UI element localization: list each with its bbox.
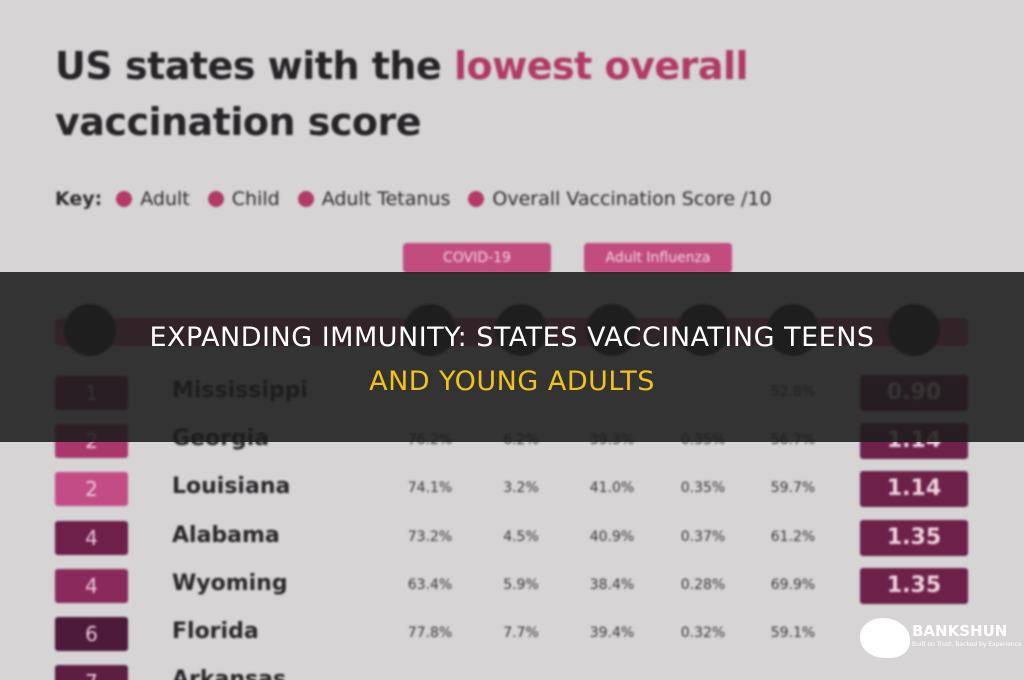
- banner-line: EXPANDING IMMUNITY: STATES VACCINATING T…: [149, 322, 875, 353]
- key-item: Overall Vaccination Score /10: [468, 188, 772, 210]
- key-icon: [297, 191, 314, 207]
- key-icon: [116, 191, 133, 207]
- state-name: Louisiana: [172, 474, 291, 500]
- rank-badge: 6: [55, 617, 128, 651]
- banner: EXPANDING IMMUNITY: STATES VACCINATING T…: [0, 272, 1024, 442]
- logo-tagline: Built on Trust, Backed by Experience: [912, 641, 1022, 648]
- table-cell: 4.5%: [503, 528, 539, 545]
- table-cell: 69.9%: [770, 576, 816, 593]
- key: Key: Adult Child Adult Tetanus Overall Vacci…: [55, 188, 790, 210]
- key-icon: [207, 191, 224, 207]
- table-cell: 41.0%: [589, 480, 635, 497]
- title-text: US states with the: [55, 44, 442, 88]
- table-cell: 59.1%: [770, 625, 816, 641]
- score-badge: 1.14: [860, 471, 968, 508]
- table-cell: 59.7%: [770, 480, 816, 497]
- logo-name: BANKSHUN: [912, 622, 1008, 640]
- key-text: Adult Tetanus: [321, 188, 451, 210]
- score-badge: 1.35: [860, 567, 968, 604]
- key-label: Key:: [55, 188, 103, 210]
- key-item: Adult Tetanus: [297, 188, 451, 210]
- table-cell: 74.1%: [407, 480, 453, 497]
- state-name: Alabama: [172, 522, 280, 548]
- score-badge: 1.35: [860, 519, 968, 556]
- key-icon: [468, 191, 485, 207]
- key-text: Adult: [140, 188, 190, 210]
- table-cell: 5.9%: [503, 576, 539, 593]
- state-name: Florida: [172, 619, 259, 644]
- table-cell: 0.28%: [680, 576, 726, 593]
- table-cell: 40.9%: [589, 528, 635, 545]
- table-cell: 0.32%: [680, 625, 726, 641]
- table-cell: 3.2%: [503, 480, 539, 497]
- key-text: Overall Vaccination Score /10: [492, 188, 772, 210]
- table-cell: 63.4%: [407, 576, 453, 593]
- title-highlight: lowest overall: [453, 44, 749, 88]
- state-name: Wyoming: [172, 570, 288, 596]
- table-cell: 0.35%: [680, 480, 726, 497]
- key-text: Child: [231, 188, 280, 210]
- table-cell: 0.37%: [680, 528, 726, 545]
- logo-icon: [860, 618, 910, 658]
- table-cell: 38.4%: [589, 576, 635, 593]
- key-item: Child: [207, 188, 280, 210]
- table-cell: 7.7%: [503, 625, 539, 641]
- rank-badge: 4: [55, 520, 128, 555]
- table-cell: 61.2%: [770, 528, 816, 545]
- rank-badge: 4: [55, 568, 128, 603]
- column-group: COVID-19: [403, 243, 551, 273]
- title-line: vaccination score: [55, 100, 422, 144]
- table-cell: 39.4%: [589, 625, 635, 641]
- banner-line: AND YOUNG ADULTS: [369, 366, 655, 397]
- table-cell: 77.8%: [407, 625, 453, 641]
- column-group: Adult Influenza: [584, 243, 732, 273]
- rank-badge: 2: [55, 472, 128, 507]
- title-line: US states with the lowest overall: [55, 44, 749, 88]
- state-name: Arkansas: [172, 667, 287, 680]
- key-item: Adult: [116, 188, 190, 210]
- table-cell: 73.2%: [407, 528, 453, 545]
- rank-badge: 7: [55, 665, 128, 680]
